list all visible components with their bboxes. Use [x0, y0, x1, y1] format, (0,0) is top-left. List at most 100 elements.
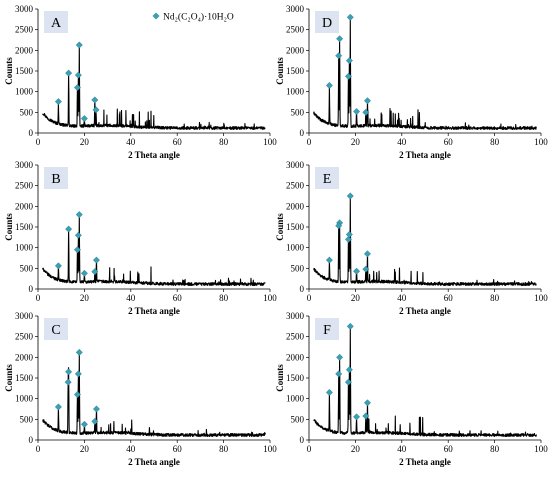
x-tick-label: 60 — [444, 137, 454, 147]
y-tick-label: 2500 — [286, 332, 305, 342]
x-tick-label: 20 — [351, 293, 361, 303]
y-tick-label: 1500 — [15, 373, 34, 383]
y-tick-label: 1500 — [286, 66, 305, 76]
x-tick-label: 0 — [36, 137, 41, 147]
peak-marker — [73, 391, 81, 399]
peak-marker — [80, 115, 88, 123]
peak-marker — [335, 370, 343, 378]
x-tick-label: 20 — [80, 137, 90, 147]
panel-label: C — [51, 323, 60, 338]
x-tick-label: 80 — [490, 444, 500, 454]
x-tick-label: 80 — [219, 293, 229, 303]
peak-marker — [344, 72, 352, 80]
panel-label-box — [44, 318, 68, 340]
y-axis-label: Counts — [275, 364, 285, 392]
peak-marker — [345, 366, 353, 374]
peak-marker — [325, 256, 333, 264]
x-tick-label: 0 — [36, 444, 41, 454]
panel-label: A — [51, 16, 62, 31]
y-axis-label: Counts — [4, 364, 14, 392]
peak-marker — [362, 265, 370, 273]
x-tick-label: 0 — [307, 444, 312, 454]
x-tick-label: 60 — [444, 293, 454, 303]
peak-marker — [74, 370, 82, 378]
y-tick-label: 0 — [29, 435, 34, 445]
x-tick-label: 40 — [397, 137, 407, 147]
x-tick-label: 60 — [173, 137, 183, 147]
y-tick-label: 500 — [291, 107, 305, 117]
y-tick-label: 1000 — [286, 87, 305, 97]
peak-marker — [73, 246, 81, 254]
panel-C: 0 500 1000 1500 2000 2500 3000 0 20 40 60 80 100 2 Th… — [4, 311, 277, 467]
x-tick-label: 40 — [126, 293, 136, 303]
y-tick-label: 2000 — [286, 201, 305, 211]
x-axis-label: 2 Theta angle — [399, 457, 451, 467]
peak-marker — [346, 322, 354, 330]
peak-marker — [363, 97, 371, 105]
panel-A: 0 500 1000 1500 2000 2500 3000 0 20 40 60 80 100 2 Th… — [4, 4, 277, 160]
peak-marker — [336, 353, 344, 361]
xrd-trace — [42, 352, 266, 438]
peak-marker — [54, 403, 62, 411]
y-tick-label: 0 — [300, 435, 305, 445]
y-tick-label: 2500 — [15, 181, 34, 191]
peak-marker — [362, 108, 370, 116]
peak-marker — [335, 222, 343, 230]
x-tick-label: 100 — [263, 137, 277, 147]
y-tick-label: 2500 — [286, 25, 305, 35]
peak-marker — [91, 96, 99, 104]
peak-marker — [92, 256, 100, 264]
x-axis-label: 2 Theta angle — [399, 150, 451, 160]
y-tick-label: 2000 — [15, 352, 34, 362]
peak-marker — [75, 348, 83, 356]
y-axis-label: Counts — [4, 213, 14, 241]
peak-marker — [54, 98, 62, 106]
y-tick-label: 1000 — [15, 87, 34, 97]
peak-marker — [65, 69, 73, 77]
y-tick-label: 3000 — [286, 4, 305, 14]
panel-label: E — [323, 172, 332, 187]
y-tick-label: 500 — [20, 414, 34, 424]
peak-marker — [92, 405, 100, 413]
panel-F: 0 500 1000 1500 2000 2500 3000 0 20 40 60 80 100 2 Th… — [275, 311, 548, 467]
x-tick-label: 100 — [534, 137, 548, 147]
x-tick-label: 100 — [534, 293, 548, 303]
x-tick-label: 100 — [263, 293, 277, 303]
y-tick-label: 500 — [291, 414, 305, 424]
y-tick-label: 500 — [20, 107, 34, 117]
peak-marker — [353, 413, 361, 421]
y-tick-label: 500 — [20, 263, 34, 273]
y-tick-label: 3000 — [15, 160, 34, 170]
y-tick-label: 1500 — [286, 222, 305, 232]
peak-marker — [80, 269, 88, 277]
legend-label: Nd₂(C₂O₄)·10H₂O — [163, 12, 234, 23]
panel-label-box — [315, 167, 339, 189]
peak-marker — [344, 378, 352, 386]
y-tick-label: 3000 — [15, 4, 34, 14]
xrd-trace — [313, 15, 537, 131]
x-tick-label: 40 — [397, 444, 407, 454]
peak-marker — [91, 268, 99, 276]
y-tick-label: 1500 — [15, 66, 34, 76]
xrd-trace — [313, 195, 537, 287]
y-tick-label: 1000 — [15, 394, 34, 404]
x-tick-label: 20 — [351, 137, 361, 147]
y-tick-label: 2500 — [15, 25, 34, 35]
x-axis-label: 2 Theta angle — [128, 457, 180, 467]
y-axis-label: Counts — [275, 57, 285, 85]
y-tick-label: 0 — [29, 284, 34, 294]
y-tick-label: 1000 — [15, 243, 34, 253]
x-axis-label: 2 Theta angle — [128, 150, 180, 160]
y-tick-label: 3000 — [286, 311, 305, 321]
xrd-trace — [313, 326, 537, 438]
peak-marker — [363, 250, 371, 258]
y-tick-label: 1500 — [286, 373, 305, 383]
y-tick-label: 2000 — [286, 45, 305, 55]
peak-marker — [75, 211, 83, 219]
xrd-trace — [42, 213, 266, 287]
peak-marker — [344, 235, 352, 243]
panel-label-box — [315, 318, 339, 340]
y-tick-label: 1500 — [15, 222, 34, 232]
peak-marker — [65, 225, 73, 233]
